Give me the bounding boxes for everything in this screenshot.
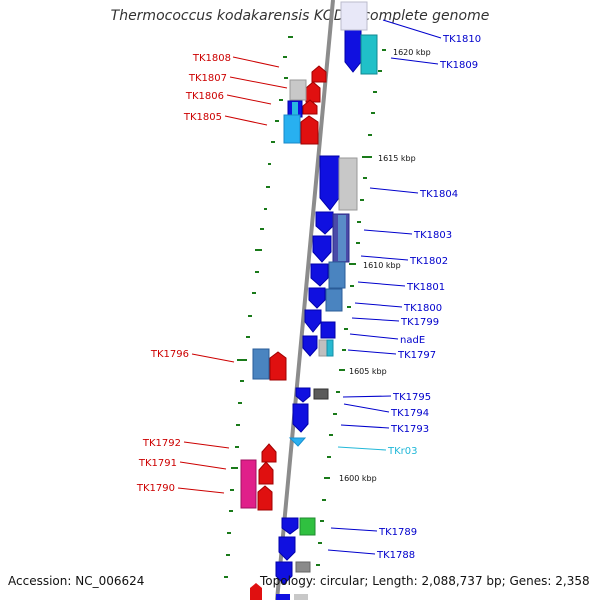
gene-label[interactable]: TK1802 — [409, 256, 448, 267]
kbp-marker: 1600 kbp — [339, 474, 377, 483]
map-title: Thermococcus kodakarensis KOD1, complete… — [110, 8, 490, 24]
gene-label[interactable]: TK1799 — [400, 317, 439, 328]
gene-label[interactable]: TK1810 — [442, 34, 481, 45]
gene-label[interactable]: TK1804 — [419, 189, 458, 200]
leader-line-rna — [337, 446, 387, 451]
gene-label[interactable]: TK1795 — [392, 392, 431, 403]
gene-label[interactable]: TK1806 — [185, 91, 224, 102]
forward-strand-genes — [240, 65, 327, 600]
leader-lines-right — [327, 19, 442, 555]
gene-label[interactable]: TK1809 — [439, 60, 478, 71]
genome-backbone — [275, 0, 335, 600]
gene-label[interactable]: TK1800 — [403, 303, 442, 314]
gene-label[interactable]: TK1788 — [376, 550, 415, 561]
kbp-marker: 1610 kbp — [363, 261, 401, 270]
gc-marks-left — [224, 36, 293, 578]
gene-label[interactable]: TK1803 — [413, 230, 452, 241]
kbp-marker: 1620 kbp — [393, 48, 431, 57]
gene-label[interactable]: TKr03 — [387, 446, 418, 457]
gene-label[interactable]: TK1794 — [390, 408, 429, 419]
accession-text: Accession: NC_006624 — [8, 574, 145, 588]
gene-label[interactable]: TK1801 — [406, 282, 445, 293]
gene-label[interactable]: nadE — [400, 335, 425, 346]
kbp-marker: 1615 kbp — [378, 154, 416, 163]
gene-labels-left: TK1808 TK1807 TK1806 TK1805 TK1796 TK179… — [136, 53, 231, 494]
gene-label[interactable]: TK1791 — [138, 458, 177, 469]
gene-label[interactable]: TK1790 — [136, 483, 175, 494]
reverse-strand-genes — [275, 1, 378, 600]
gene-label[interactable]: TK1793 — [390, 424, 429, 435]
gene-label[interactable]: TK1808 — [192, 53, 231, 64]
leader-lines-left — [177, 56, 288, 494]
kbp-marker: 1605 kbp — [349, 367, 387, 376]
genome-summary-text: Topology: circular; Length: 2,088,737 bp… — [260, 574, 590, 588]
gene-label[interactable]: TK1807 — [188, 73, 227, 84]
gene-label[interactable]: TK1792 — [142, 438, 181, 449]
gene-label[interactable]: TK1805 — [183, 112, 222, 123]
gene-labels-right: TK1810 TK1809 TK1804 TK1803 TK1802 TK180… — [376, 34, 481, 561]
gene-label[interactable]: TK1796 — [150, 349, 189, 360]
gene-label[interactable]: TK1789 — [378, 527, 417, 538]
gc-marks-right — [316, 49, 386, 566]
gene-label[interactable]: TK1797 — [397, 350, 436, 361]
